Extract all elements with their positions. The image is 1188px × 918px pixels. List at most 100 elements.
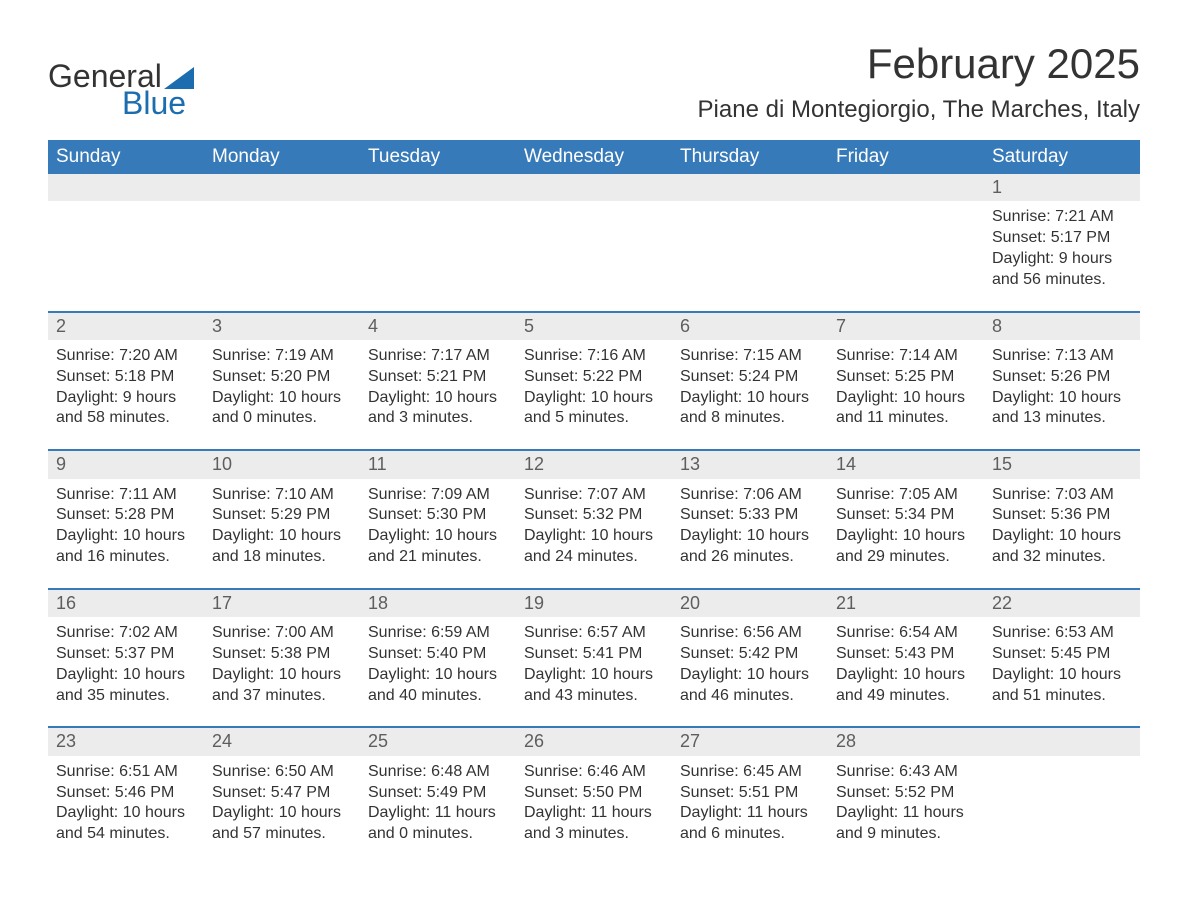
content-row: Sunrise: 6:51 AMSunset: 5:46 PM Daylight:… xyxy=(48,756,1140,865)
daynum-row: 2345678 xyxy=(48,313,1140,340)
day-cell: Sunrise: 7:17 AMSunset: 5:21 PMDaylight:… xyxy=(360,340,516,449)
sunrise-text: Sunrise: 7:11 AM xyxy=(56,485,196,506)
day-cell: Sunrise: 7:15 AMSunset: 5:24 PMDaylight:… xyxy=(672,340,828,449)
daylight-text: Daylight: 10 hours and 37 minutes. xyxy=(212,665,352,707)
daylight-text: Daylight: 10 hours and 21 minutes. xyxy=(368,526,508,568)
calendar-table: SundayMondayTuesdayWednesdayThursdayFrid… xyxy=(48,140,1140,865)
day-cell: Sunrise: 7:20 AMSunset: 5:18 PMDaylight:… xyxy=(48,340,204,449)
sunset-text: Sunset: 5:24 PM xyxy=(680,367,820,388)
sunrise-text: Sunrise: 7:20 AM xyxy=(56,346,196,367)
day-number-cell: 13 xyxy=(672,451,828,478)
sunset-text: Sunset: 5:17 PM xyxy=(992,228,1132,249)
sunset-text: Sunset: 5:21 PM xyxy=(368,367,508,388)
sunrise-text: Sunrise: 6:50 AM xyxy=(212,762,352,783)
day-header-row: SundayMondayTuesdayWednesdayThursdayFrid… xyxy=(48,140,1140,174)
sunrise-text: Sunrise: 6:45 AM xyxy=(680,762,820,783)
sunset-text: Sunset: 5:33 PM xyxy=(680,505,820,526)
day-cell xyxy=(984,756,1140,865)
day-number-cell: 10 xyxy=(204,451,360,478)
day-number-cell: 19 xyxy=(516,590,672,617)
daylight-text: Daylight: 10 hours and 32 minutes. xyxy=(992,526,1132,568)
sunset-text: Sunset: 5:40 PM xyxy=(368,644,508,665)
sunset-text: Sunset: 5:52 PM xyxy=(836,783,976,804)
daylight-text: Daylight: 9 hours and 58 minutes. xyxy=(56,388,196,430)
sunset-text: Sunset: 5:43 PM xyxy=(836,644,976,665)
daylight-text: Daylight: 10 hours and 40 minutes. xyxy=(368,665,508,707)
daylight-text: Daylight: 10 hours and 8 minutes. xyxy=(680,388,820,430)
day-cell: Sunrise: 6:56 AMSunset: 5:42 PMDaylight:… xyxy=(672,617,828,726)
day-cell: Sunrise: 6:59 AMSunset: 5:40 PMDaylight:… xyxy=(360,617,516,726)
day-number-cell: 2 xyxy=(48,313,204,340)
daylight-text: Daylight: 10 hours and 11 minutes. xyxy=(836,388,976,430)
day-number-cell: 15 xyxy=(984,451,1140,478)
day-cell: Sunrise: 7:11 AMSunset: 5:28 PMDaylight:… xyxy=(48,479,204,588)
logo-word2: Blue xyxy=(122,85,194,122)
day-cell: Sunrise: 7:07 AMSunset: 5:32 PMDaylight:… xyxy=(516,479,672,588)
sunset-text: Sunset: 5:32 PM xyxy=(524,505,664,526)
day-number-cell: 8 xyxy=(984,313,1140,340)
sunrise-text: Sunrise: 6:48 AM xyxy=(368,762,508,783)
daylight-text: Daylight: 10 hours and 46 minutes. xyxy=(680,665,820,707)
day-cell: Sunrise: 7:06 AMSunset: 5:33 PMDaylight:… xyxy=(672,479,828,588)
daylight-text: Daylight: 10 hours and 16 minutes. xyxy=(56,526,196,568)
daynum-row: 9101112131415 xyxy=(48,451,1140,478)
day-number-cell xyxy=(984,728,1140,755)
day-number-cell: 5 xyxy=(516,313,672,340)
daylight-text: Daylight: 11 hours and 9 minutes. xyxy=(836,803,976,845)
day-cell: Sunrise: 7:00 AMSunset: 5:38 PMDaylight:… xyxy=(204,617,360,726)
day-number-cell: 28 xyxy=(828,728,984,755)
day-cell: Sunrise: 6:50 AMSunset: 5:47 PMDaylight:… xyxy=(204,756,360,865)
day-cell: Sunrise: 6:51 AMSunset: 5:46 PMDaylight:… xyxy=(48,756,204,865)
sunrise-text: Sunrise: 7:16 AM xyxy=(524,346,664,367)
sunrise-text: Sunrise: 6:59 AM xyxy=(368,623,508,644)
sunset-text: Sunset: 5:41 PM xyxy=(524,644,664,665)
daylight-text: Daylight: 10 hours and 51 minutes. xyxy=(992,665,1132,707)
sunrise-text: Sunrise: 7:21 AM xyxy=(992,207,1132,228)
daylight-text: Daylight: 10 hours and 5 minutes. xyxy=(524,388,664,430)
daylight-text: Daylight: 10 hours and 24 minutes. xyxy=(524,526,664,568)
daylight-text: Daylight: 10 hours and 29 minutes. xyxy=(836,526,976,568)
sunrise-text: Sunrise: 7:09 AM xyxy=(368,485,508,506)
sunset-text: Sunset: 5:50 PM xyxy=(524,783,664,804)
day-header: Sunday xyxy=(48,140,204,174)
daylight-text: Daylight: 10 hours and 13 minutes. xyxy=(992,388,1132,430)
day-number-cell xyxy=(204,174,360,201)
sunrise-text: Sunrise: 6:51 AM xyxy=(56,762,196,783)
daylight-text: Daylight: 11 hours and 6 minutes. xyxy=(680,803,820,845)
sunset-text: Sunset: 5:49 PM xyxy=(368,783,508,804)
day-cell: Sunrise: 7:19 AMSunset: 5:20 PMDaylight:… xyxy=(204,340,360,449)
day-cell: Sunrise: 7:16 AMSunset: 5:22 PMDaylight:… xyxy=(516,340,672,449)
sunset-text: Sunset: 5:46 PM xyxy=(56,783,196,804)
sunset-text: Sunset: 5:30 PM xyxy=(368,505,508,526)
day-cell: Sunrise: 7:09 AMSunset: 5:30 PMDaylight:… xyxy=(360,479,516,588)
day-number-cell: 9 xyxy=(48,451,204,478)
sunrise-text: Sunrise: 6:53 AM xyxy=(992,623,1132,644)
sunset-text: Sunset: 5:42 PM xyxy=(680,644,820,665)
day-number-cell xyxy=(828,174,984,201)
sunrise-text: Sunrise: 7:02 AM xyxy=(56,623,196,644)
header-row: General Blue February 2025 Piane di Mont… xyxy=(48,40,1140,134)
sunrise-text: Sunrise: 6:54 AM xyxy=(836,623,976,644)
daylight-text: Daylight: 10 hours and 35 minutes. xyxy=(56,665,196,707)
daylight-text: Daylight: 11 hours and 0 minutes. xyxy=(368,803,508,845)
day-number-cell: 7 xyxy=(828,313,984,340)
day-number-cell xyxy=(672,174,828,201)
day-cell: Sunrise: 7:10 AMSunset: 5:29 PMDaylight:… xyxy=(204,479,360,588)
day-cell: Sunrise: 7:03 AMSunset: 5:36 PMDaylight:… xyxy=(984,479,1140,588)
day-cell: Sunrise: 6:53 AMSunset: 5:45 PMDaylight:… xyxy=(984,617,1140,726)
day-cell: Sunrise: 6:57 AMSunset: 5:41 PMDaylight:… xyxy=(516,617,672,726)
sunset-text: Sunset: 5:20 PM xyxy=(212,367,352,388)
sunset-text: Sunset: 5:47 PM xyxy=(212,783,352,804)
sunrise-text: Sunrise: 6:43 AM xyxy=(836,762,976,783)
content-row: Sunrise: 7:11 AMSunset: 5:28 PMDaylight:… xyxy=(48,479,1140,588)
day-cell: Sunrise: 6:54 AMSunset: 5:43 PMDaylight:… xyxy=(828,617,984,726)
daylight-text: Daylight: 10 hours and 43 minutes. xyxy=(524,665,664,707)
day-cell xyxy=(204,201,360,310)
day-number-cell xyxy=(360,174,516,201)
day-cell: Sunrise: 6:43 AMSunset: 5:52 PMDaylight:… xyxy=(828,756,984,865)
day-number-cell: 6 xyxy=(672,313,828,340)
daylight-text: Daylight: 10 hours and 26 minutes. xyxy=(680,526,820,568)
day-number-cell: 20 xyxy=(672,590,828,617)
day-number-cell: 21 xyxy=(828,590,984,617)
daynum-row: 232425262728 xyxy=(48,728,1140,755)
